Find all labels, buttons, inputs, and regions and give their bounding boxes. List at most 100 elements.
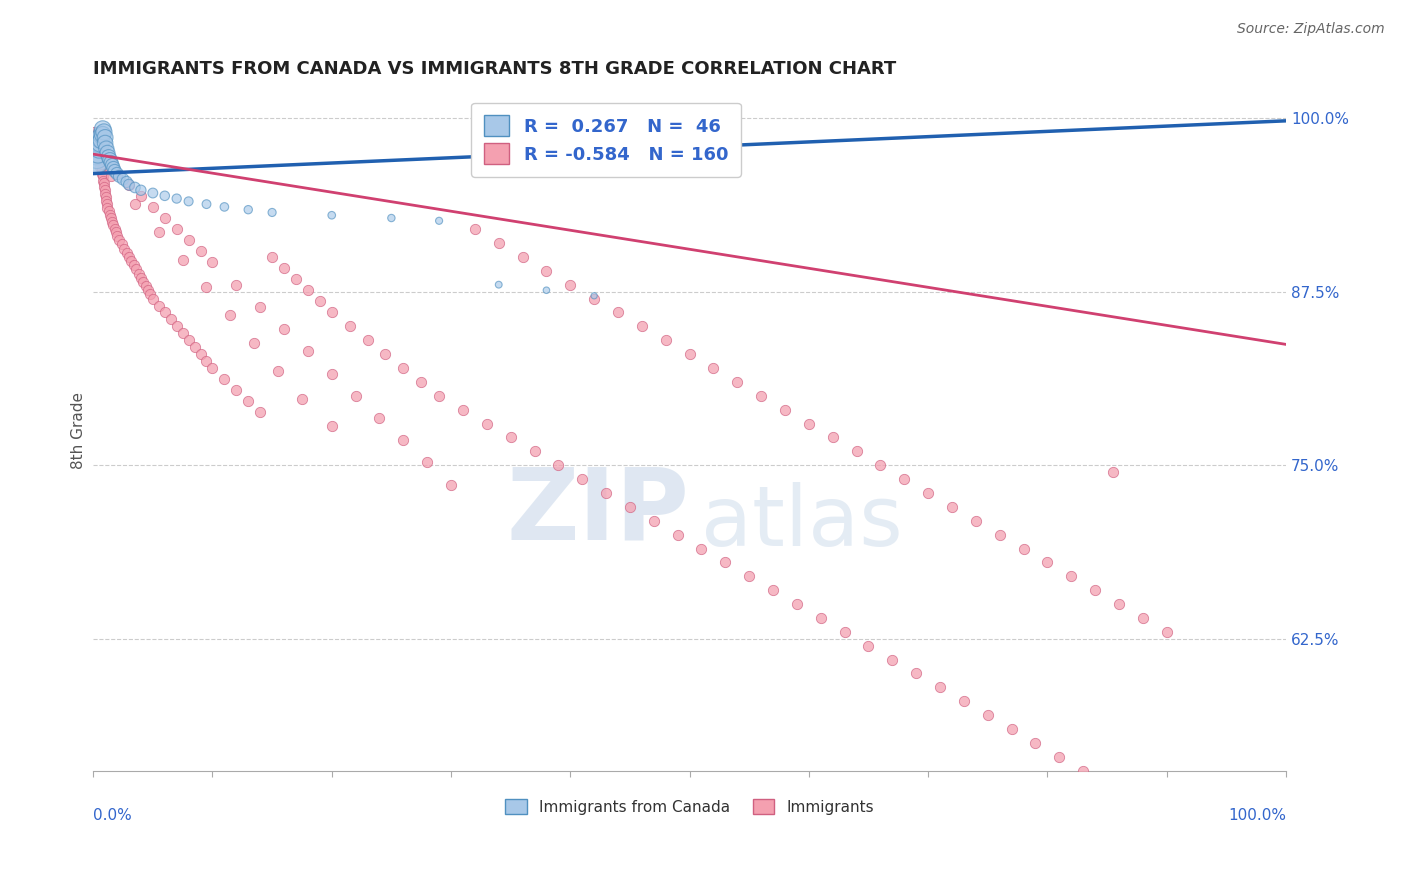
Point [139, 287, 162, 301]
Point [643, 514, 665, 528]
Point [86, 150, 108, 164]
Point [96, 197, 118, 211]
Point [87, 142, 110, 156]
Point [631, 319, 654, 334]
Point [714, 556, 737, 570]
Point [111, 237, 134, 252]
Point [105, 229, 128, 244]
Point [821, 430, 844, 444]
Point [87, 145, 110, 160]
Point [284, 272, 307, 286]
Point [536, 283, 558, 297]
Point [214, 200, 236, 214]
Point [91, 122, 114, 136]
Point [91, 128, 114, 142]
Point [115, 175, 138, 189]
Point [267, 364, 290, 378]
Point [100, 155, 122, 169]
Point [89, 155, 111, 169]
Point [148, 298, 170, 312]
Point [128, 267, 150, 281]
Point [104, 222, 127, 236]
Point [104, 163, 127, 178]
Point [427, 389, 450, 403]
Point [89, 132, 111, 146]
Point [89, 148, 111, 162]
Point [238, 202, 260, 217]
Point [308, 294, 330, 309]
Point [94, 130, 117, 145]
Point [93, 125, 115, 139]
Point [797, 417, 820, 431]
Point [93, 177, 115, 191]
Point [98, 208, 121, 222]
Point [321, 305, 343, 319]
Point [225, 383, 247, 397]
Point [190, 244, 212, 259]
Point [678, 347, 700, 361]
Point [84, 132, 107, 146]
Point [834, 624, 856, 639]
Point [87, 145, 110, 160]
Point [499, 430, 522, 444]
Point [380, 211, 402, 225]
Point [374, 347, 396, 361]
Point [607, 305, 630, 319]
Point [159, 312, 181, 326]
Point [190, 347, 212, 361]
Point [94, 187, 117, 202]
Point [512, 250, 534, 264]
Point [142, 186, 165, 200]
Point [297, 344, 319, 359]
Text: IMMIGRANTS FROM CANADA VS IMMIGRANTS 8TH GRADE CORRELATION CHART: IMMIGRANTS FROM CANADA VS IMMIGRANTS 8TH… [93, 60, 897, 78]
Point [124, 197, 146, 211]
Point [977, 708, 1000, 723]
Point [94, 183, 117, 197]
Point [451, 402, 474, 417]
Point [108, 169, 131, 184]
Point [965, 514, 987, 528]
Point [142, 292, 165, 306]
Point [571, 472, 593, 486]
Point [1024, 736, 1046, 750]
Point [101, 215, 124, 229]
Point [90, 162, 112, 177]
Point [392, 434, 415, 448]
Point [201, 361, 224, 376]
Point [440, 477, 463, 491]
Point [882, 652, 904, 666]
Point [90, 128, 112, 142]
Point [1132, 611, 1154, 625]
Point [858, 639, 880, 653]
Point [129, 189, 152, 203]
Point [214, 372, 236, 386]
Point [112, 242, 135, 256]
Point [321, 367, 343, 381]
Point [262, 250, 284, 264]
Point [148, 225, 170, 239]
Point [416, 455, 439, 469]
Point [83, 153, 105, 167]
Point [1047, 749, 1070, 764]
Point [90, 133, 112, 147]
Point [96, 145, 118, 160]
Point [273, 260, 295, 275]
Text: 100.0%: 100.0% [1227, 808, 1286, 823]
Point [118, 250, 141, 264]
Point [94, 153, 117, 167]
Point [120, 254, 142, 268]
Point [195, 280, 218, 294]
Point [917, 486, 939, 500]
Point [219, 308, 242, 322]
Point [773, 402, 796, 417]
Point [988, 527, 1011, 541]
Point [905, 666, 928, 681]
Point [762, 583, 785, 598]
Point [1102, 465, 1125, 479]
Point [786, 597, 808, 611]
Point [153, 305, 176, 319]
Point [619, 500, 641, 514]
Point [91, 173, 114, 187]
Point [195, 197, 218, 211]
Point [475, 417, 498, 431]
